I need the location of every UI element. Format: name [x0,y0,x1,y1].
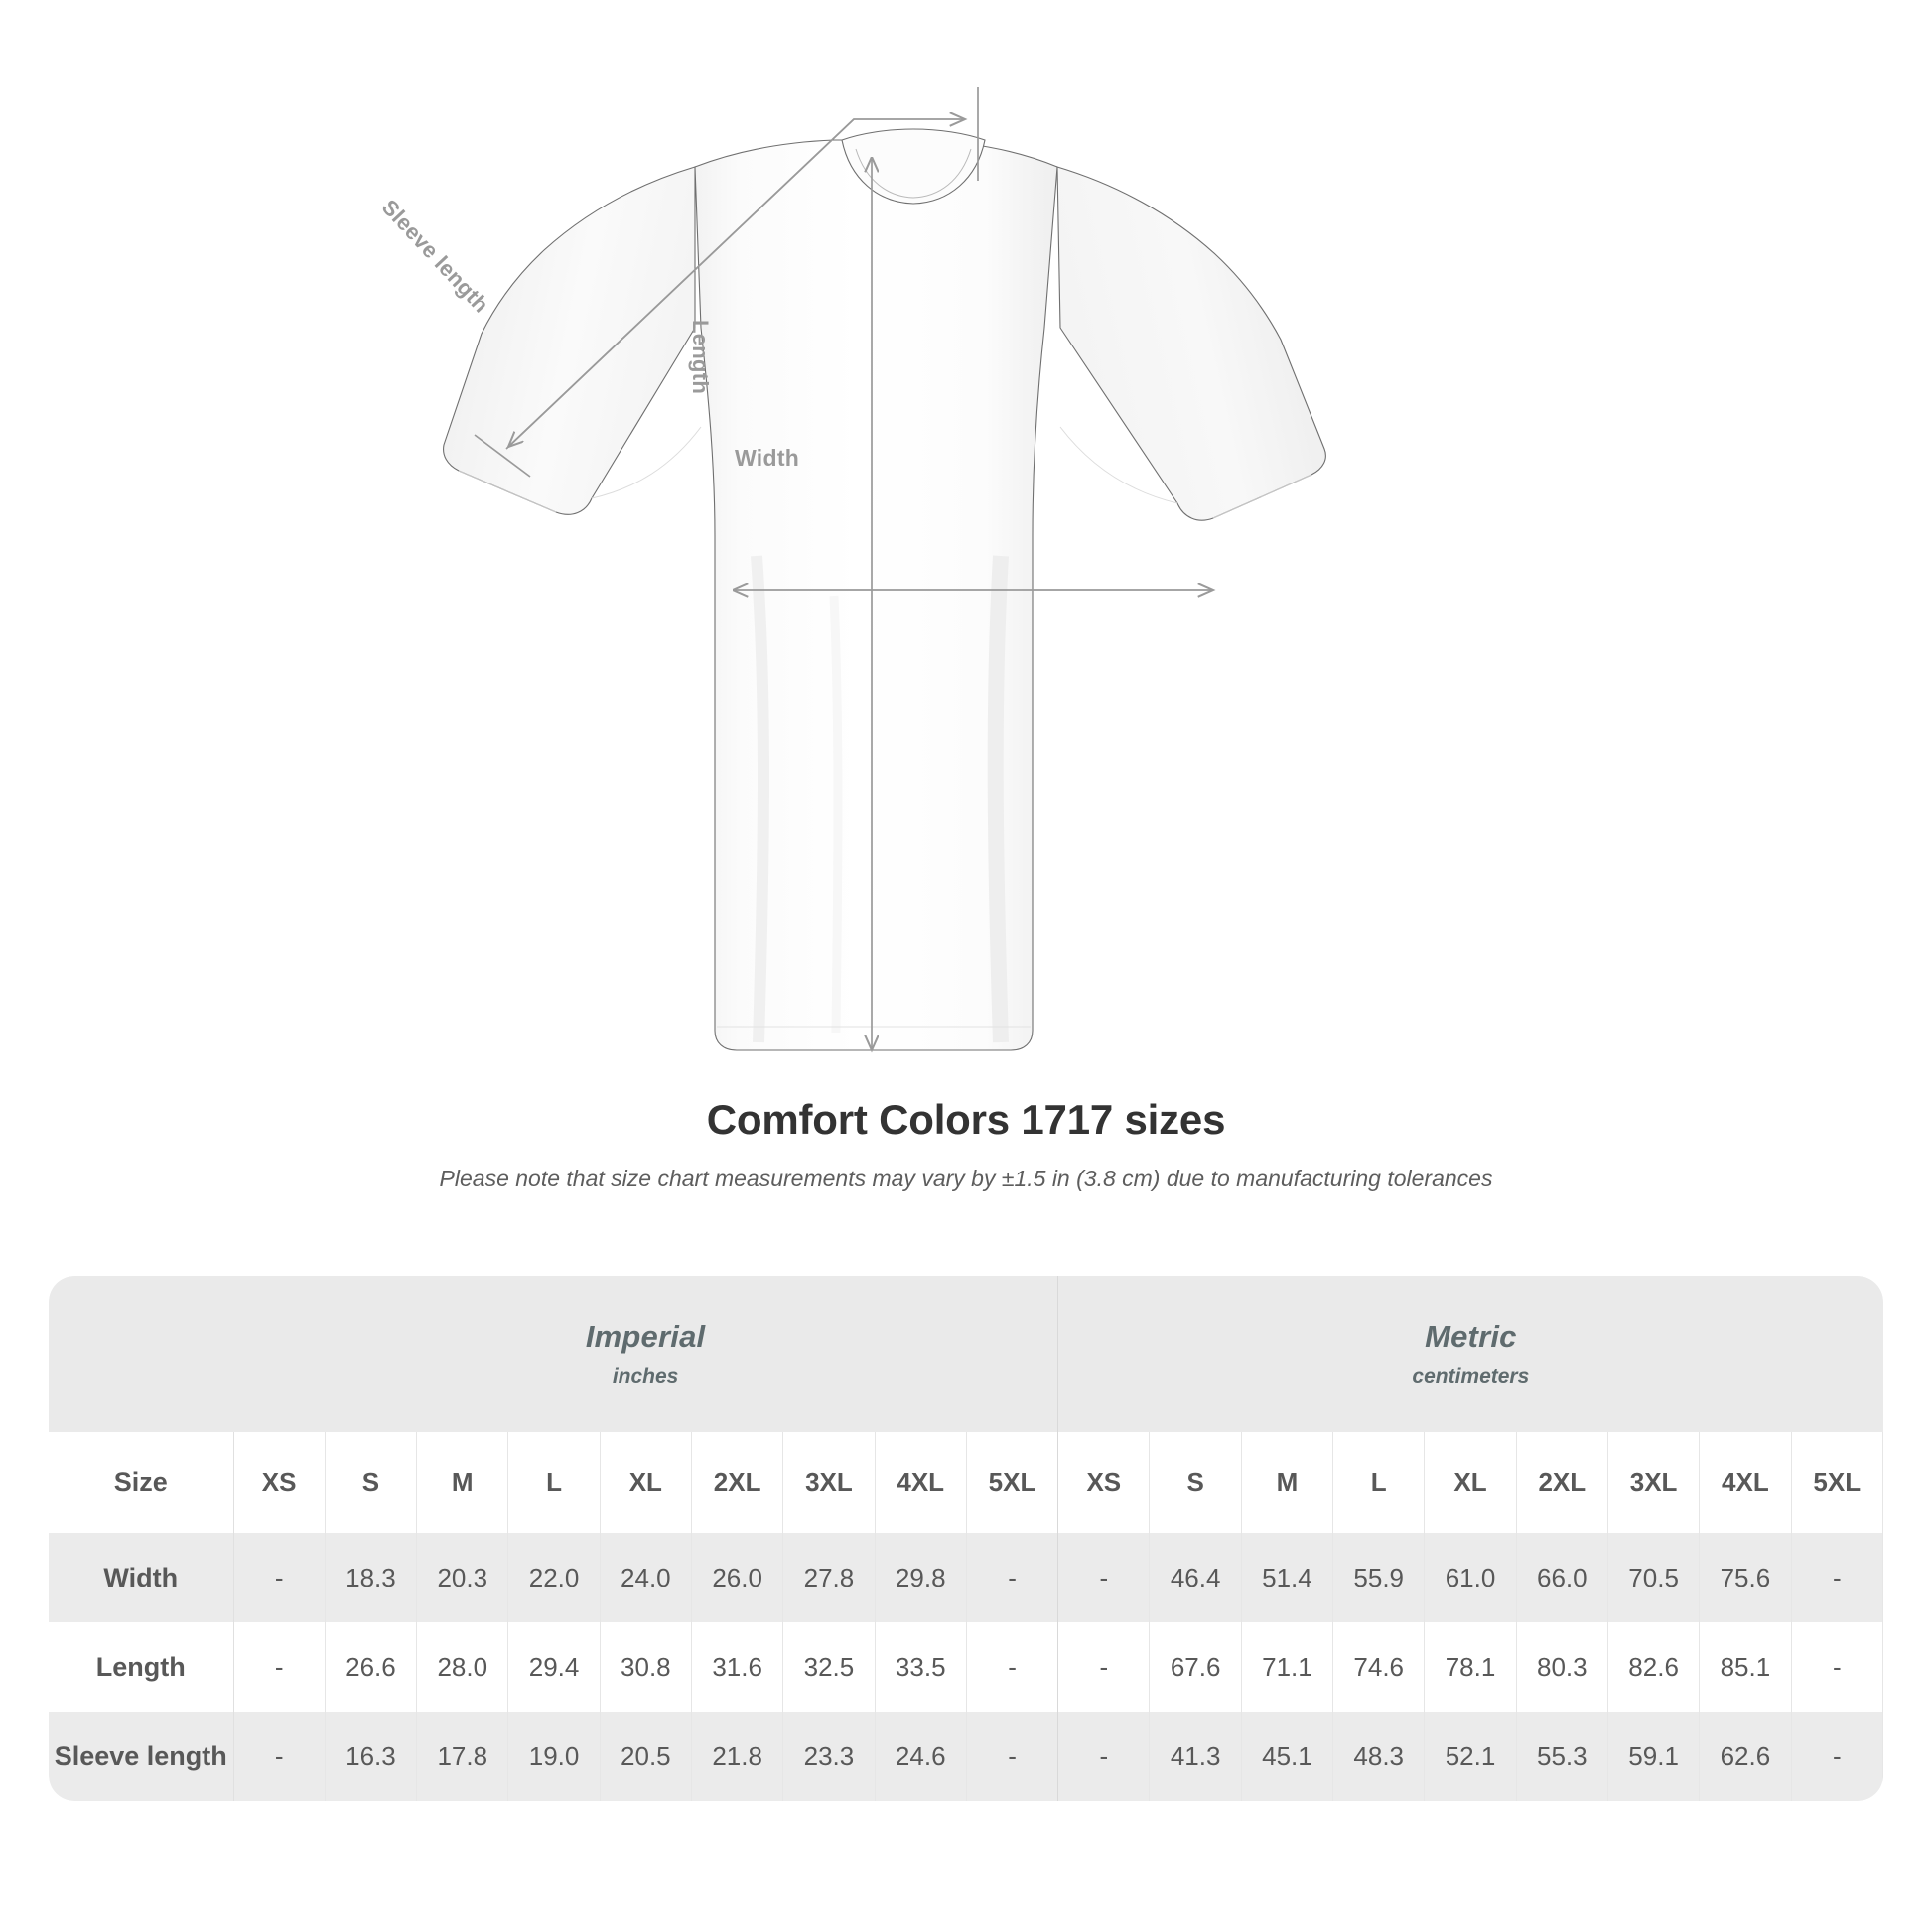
header-metric-l: L [1332,1432,1426,1533]
cell-length-metric-5xl: - [1790,1622,1883,1712]
cell-sleeve-metric-s: 41.3 [1149,1712,1242,1801]
tshirt-measurement-diagram: Sleeve length Length Width [377,87,1326,1112]
length-label: Length [688,320,713,395]
cell-sleeve-imperial-2xl: 21.8 [690,1712,784,1801]
header-metric-s: S [1149,1432,1242,1533]
row-label-length: Length [49,1622,234,1712]
cell-width-imperial-xl: 24.0 [599,1533,692,1622]
page-title: Comfort Colors 1717 sizes [706,1096,1226,1143]
cell-length-imperial-3xl: 32.5 [782,1622,876,1712]
header-metric-5xl: 5XL [1790,1432,1883,1533]
header-imperial-3xl: 3XL [782,1432,876,1533]
unit-group-corner [49,1276,233,1432]
cell-width-imperial-5xl: - [965,1533,1059,1622]
cell-width-metric-3xl: 70.5 [1606,1533,1701,1622]
cell-width-metric-m: 51.4 [1240,1533,1334,1622]
table-header-row: Size XS S M L XL 2XL 3XL 4XL 5XL XS S M … [49,1432,1883,1533]
cell-length-metric-2xl: 80.3 [1515,1622,1608,1712]
cell-width-metric-2xl: 66.0 [1515,1533,1608,1622]
size-chart-table-wrapper: Imperial inches Metric centimeters Size … [49,1276,1883,1801]
cell-sleeve-imperial-xs: - [232,1712,326,1801]
cell-length-metric-m: 71.1 [1240,1622,1334,1712]
cell-length-imperial-4xl: 33.5 [874,1622,967,1712]
header-imperial-5xl: 5XL [965,1432,1059,1533]
header-imperial-xl: XL [599,1432,692,1533]
cell-width-metric-5xl: - [1790,1533,1883,1622]
cell-sleeve-metric-2xl: 55.3 [1515,1712,1608,1801]
cell-width-metric-4xl: 75.6 [1699,1533,1792,1622]
cell-width-metric-l: 55.9 [1332,1533,1426,1622]
cell-sleeve-imperial-s: 16.3 [324,1712,418,1801]
cell-width-metric-xl: 61.0 [1424,1533,1517,1622]
cell-length-imperial-xs: - [232,1622,326,1712]
cell-width-imperial-3xl: 27.8 [782,1533,876,1622]
header-metric-2xl: 2XL [1515,1432,1608,1533]
table-row: Width - 18.3 20.3 22.0 24.0 26.0 27.8 29… [49,1533,1883,1622]
cell-length-metric-l: 74.6 [1332,1622,1426,1712]
header-imperial-xs: XS [232,1432,326,1533]
cell-width-imperial-l: 22.0 [507,1533,601,1622]
cell-width-metric-s: 46.4 [1149,1533,1242,1622]
cell-sleeve-imperial-xl: 20.5 [599,1712,692,1801]
header-metric-xl: XL [1424,1432,1517,1533]
cell-width-imperial-s: 18.3 [324,1533,418,1622]
cell-length-imperial-2xl: 31.6 [690,1622,784,1712]
cell-length-imperial-s: 26.6 [324,1622,418,1712]
size-chart-table: Imperial inches Metric centimeters Size … [49,1276,1883,1801]
cell-length-metric-4xl: 85.1 [1699,1622,1792,1712]
cell-length-imperial-m: 28.0 [416,1622,509,1712]
cell-sleeve-imperial-l: 19.0 [507,1712,601,1801]
cell-sleeve-metric-m: 45.1 [1240,1712,1334,1801]
header-size-label: Size [49,1432,234,1533]
header-metric-m: M [1240,1432,1334,1533]
cell-width-imperial-m: 20.3 [416,1533,509,1622]
unit-group-imperial: Imperial inches [233,1276,1059,1432]
header-metric-3xl: 3XL [1606,1432,1701,1533]
sleeve-length-annotation [474,87,979,478]
page-subtitle: Please note that size chart measurements… [439,1166,1493,1191]
header-imperial-s: S [324,1432,418,1533]
row-label-width: Width [49,1533,234,1622]
cell-sleeve-metric-l: 48.3 [1332,1712,1426,1801]
header-imperial-4xl: 4XL [874,1432,967,1533]
cell-length-metric-s: 67.6 [1149,1622,1242,1712]
cell-length-metric-xs: - [1057,1622,1151,1712]
cell-width-imperial-xs: - [232,1533,326,1622]
cell-width-metric-xs: - [1057,1533,1151,1622]
unit-group-row: Imperial inches Metric centimeters [49,1276,1883,1432]
header-metric-4xl: 4XL [1699,1432,1792,1533]
title-block: Comfort Colors 1717 sizes Please note th… [0,1096,1932,1192]
unit-group-imperial-sub: inches [612,1364,679,1388]
unit-group-metric: Metric centimeters [1057,1276,1883,1432]
width-label: Width [735,445,800,471]
unit-group-imperial-name: Imperial [585,1318,706,1354]
cell-length-metric-3xl: 82.6 [1606,1622,1701,1712]
cell-sleeve-imperial-5xl: - [965,1712,1059,1801]
header-imperial-m: M [416,1432,509,1533]
header-metric-xs: XS [1057,1432,1151,1533]
unit-group-metric-name: Metric [1425,1318,1517,1354]
cell-length-metric-xl: 78.1 [1424,1622,1517,1712]
cell-length-imperial-xl: 30.8 [599,1622,692,1712]
cell-length-imperial-l: 29.4 [507,1622,601,1712]
cell-sleeve-metric-xs: - [1057,1712,1151,1801]
table-row: Sleeve length - 16.3 17.8 19.0 20.5 21.8… [49,1712,1883,1801]
table-row: Length - 26.6 28.0 29.4 30.8 31.6 32.5 3… [49,1622,1883,1712]
cell-sleeve-imperial-3xl: 23.3 [782,1712,876,1801]
header-imperial-2xl: 2XL [690,1432,784,1533]
cell-width-imperial-4xl: 29.8 [874,1533,967,1622]
cell-sleeve-metric-4xl: 62.6 [1699,1712,1792,1801]
cell-width-imperial-2xl: 26.0 [690,1533,784,1622]
cell-sleeve-metric-5xl: - [1790,1712,1883,1801]
cell-sleeve-imperial-4xl: 24.6 [874,1712,967,1801]
unit-group-metric-sub: centimeters [1412,1364,1530,1388]
row-label-sleeve-length: Sleeve length [49,1712,234,1801]
cell-sleeve-metric-3xl: 59.1 [1606,1712,1701,1801]
cell-length-imperial-5xl: - [965,1622,1059,1712]
tshirt-illustration [443,87,1326,1112]
header-imperial-l: L [507,1432,601,1533]
cell-sleeve-imperial-m: 17.8 [416,1712,509,1801]
cell-sleeve-metric-xl: 52.1 [1424,1712,1517,1801]
